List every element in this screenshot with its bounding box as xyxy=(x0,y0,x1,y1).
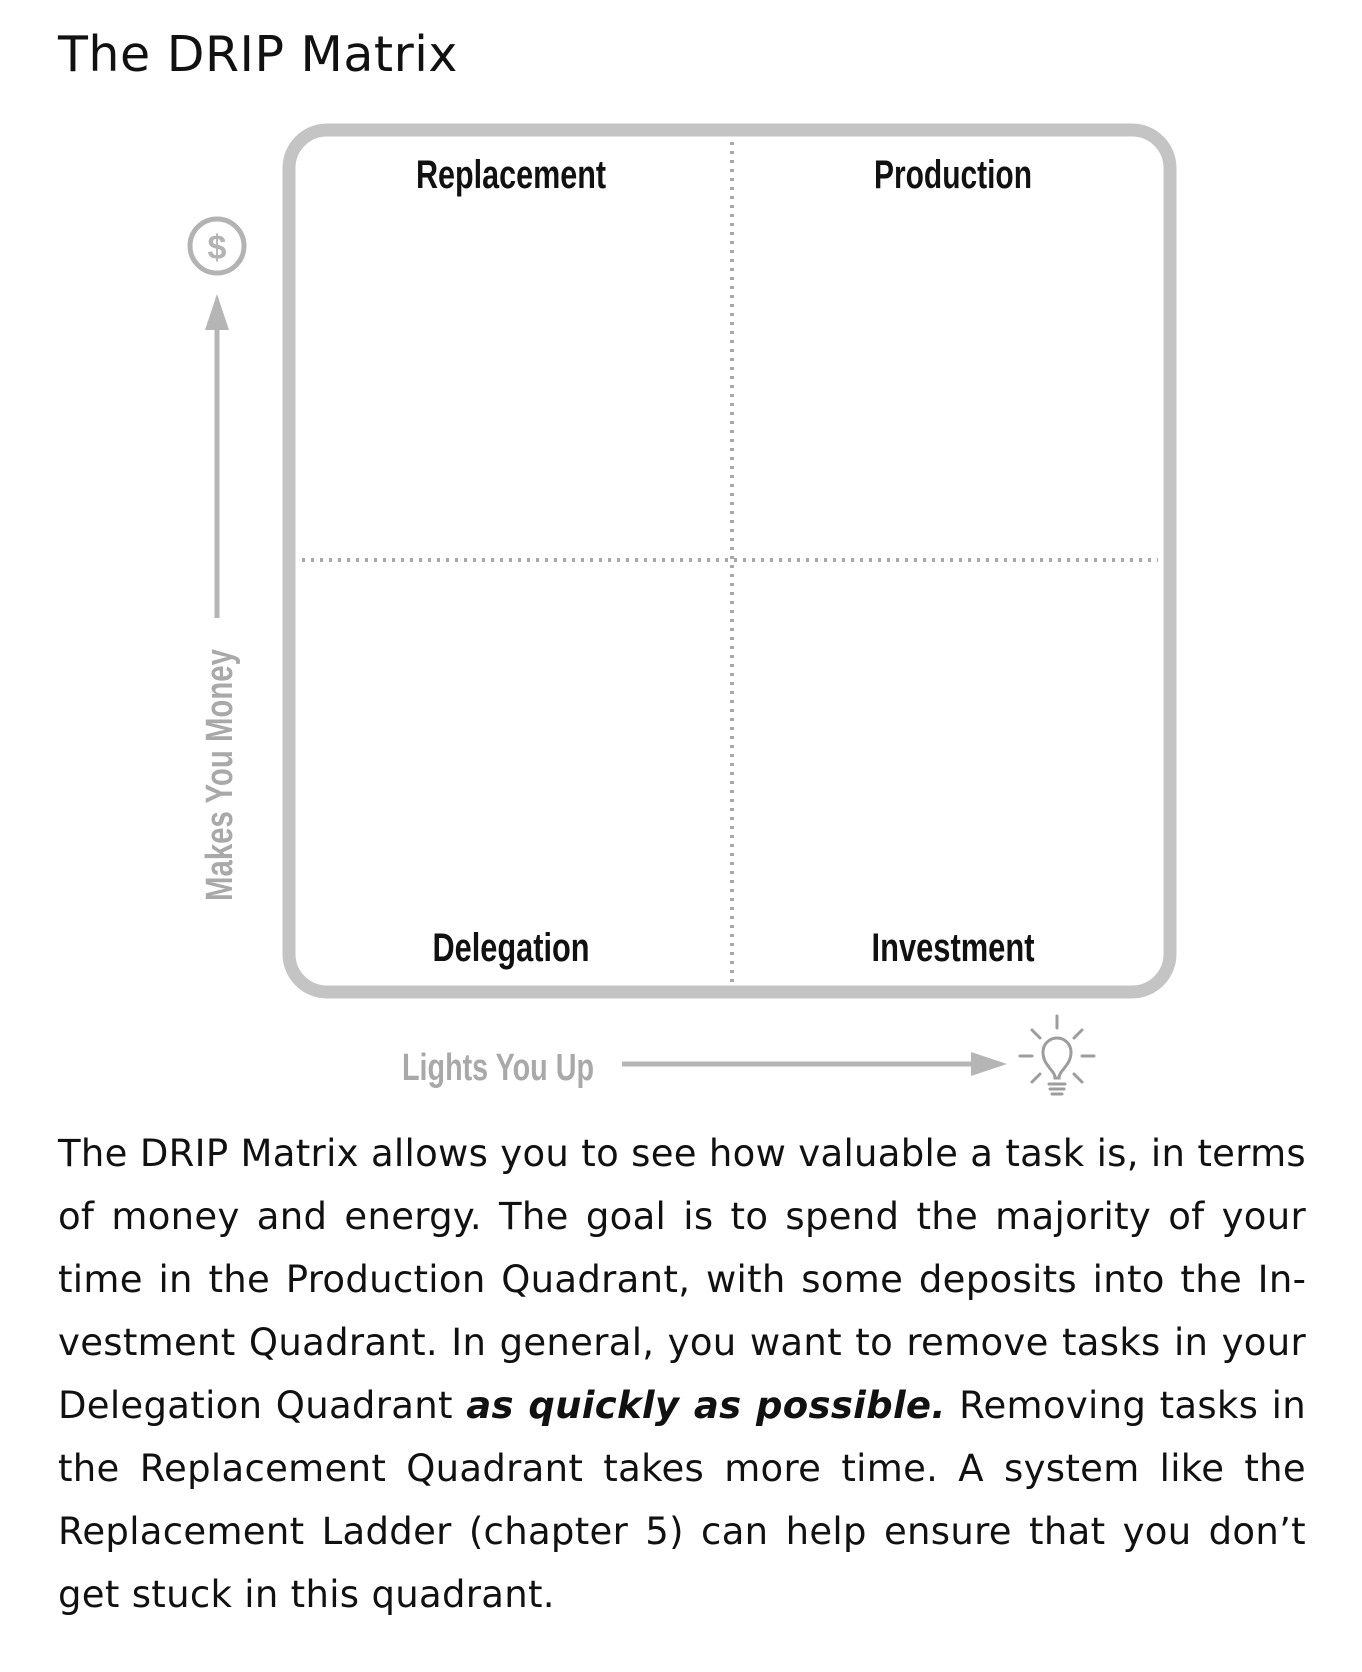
quadrant-label-investment: Investment xyxy=(872,926,1035,970)
x-axis-label: Lights You Up xyxy=(402,1047,594,1089)
quadrant-label-production: Production xyxy=(874,153,1032,197)
body-text-emphasis: as quickly as possible. xyxy=(466,1384,946,1427)
body-text-part1: The DRIP Matrix allows you to see how va… xyxy=(58,1132,1306,1427)
x-axis-arrow xyxy=(622,1052,1007,1076)
quadrant-label-replacement: Replacement xyxy=(416,153,606,197)
page-title: The DRIP Matrix xyxy=(58,26,458,83)
drip-matrix-diagram: Replacement Production Delegation Invest… xyxy=(187,123,1177,1096)
body-paragraph: The DRIP Matrix allows you to see how va… xyxy=(58,1122,1306,1626)
quadrant-label-delegation: Delegation xyxy=(433,926,590,970)
lightbulb-icon xyxy=(1018,1014,1096,1096)
y-axis-arrow xyxy=(205,294,229,618)
body-text-part2: Removing tasks in the Replacement Quadra… xyxy=(58,1384,1307,1616)
matrix-frame xyxy=(282,123,1177,999)
y-axis-label: Makes You Money xyxy=(199,649,241,901)
svg-text:$: $ xyxy=(208,229,227,267)
dollar-icon: $ xyxy=(187,216,247,276)
